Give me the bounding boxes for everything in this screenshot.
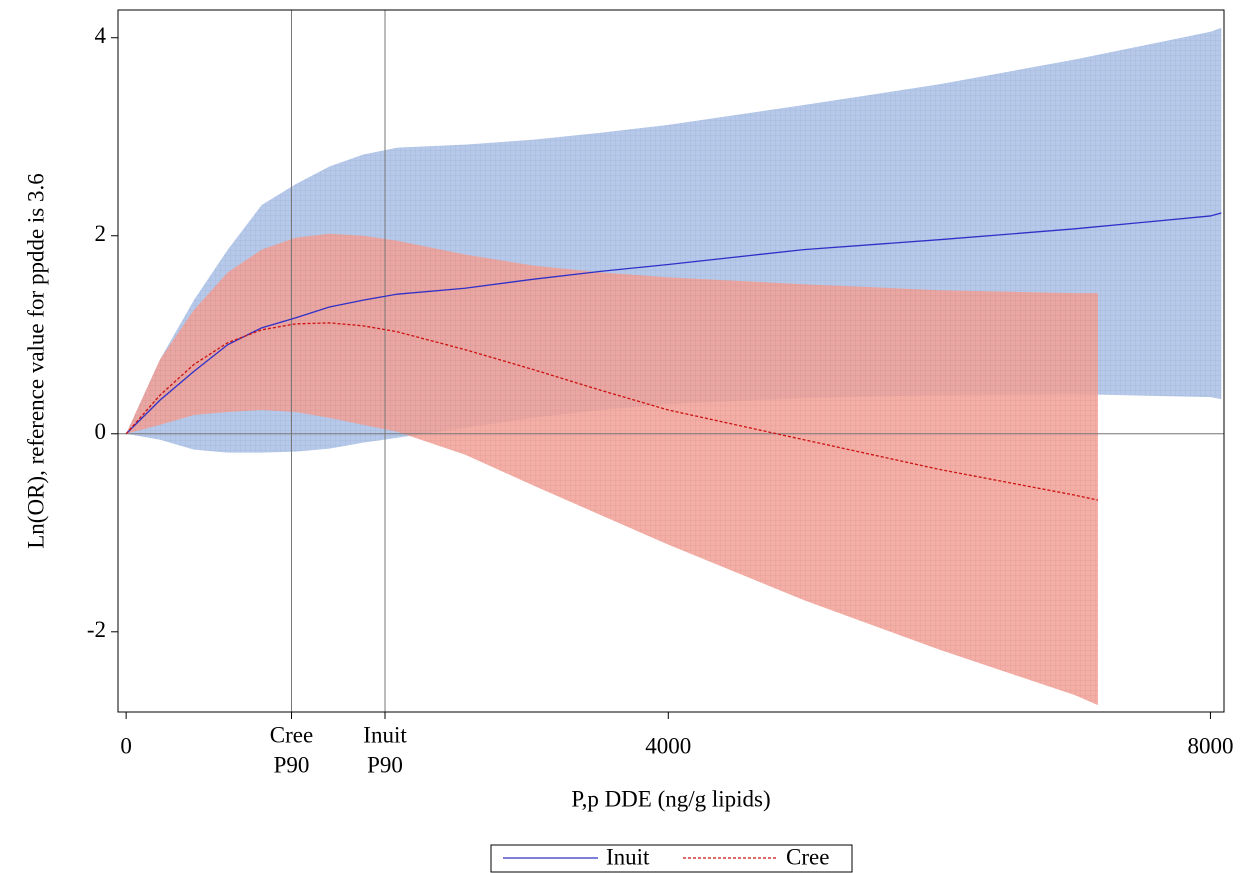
y-tick-label: 0 (95, 419, 107, 444)
plot-frame (117, 9, 1225, 713)
y-tick-label: -2 (87, 617, 106, 642)
series-line (125, 322, 1099, 501)
y-tick-label: 2 (95, 221, 107, 246)
series-line (125, 212, 1222, 435)
legend-label: Inuit (606, 844, 650, 869)
x-tick-label: P90 (367, 752, 403, 777)
legend-label: Cree (786, 844, 829, 869)
x-tick-label: 0 (120, 733, 132, 758)
x-tick-label: P90 (274, 752, 310, 777)
y-tick-label: 4 (95, 23, 107, 48)
x-tick-label: Inuit (363, 722, 407, 747)
x-tick-label: 8000 (1187, 733, 1233, 758)
x-axis-label: P,p DDE (ng/g lipids) (571, 786, 770, 811)
y-axis-label: Ln(OR), reference value for ppdde is 3.6 (23, 173, 48, 549)
x-tick-label: Cree (270, 722, 313, 747)
x-tick-label: 4000 (645, 733, 691, 758)
band-mesh (126, 233, 1098, 706)
